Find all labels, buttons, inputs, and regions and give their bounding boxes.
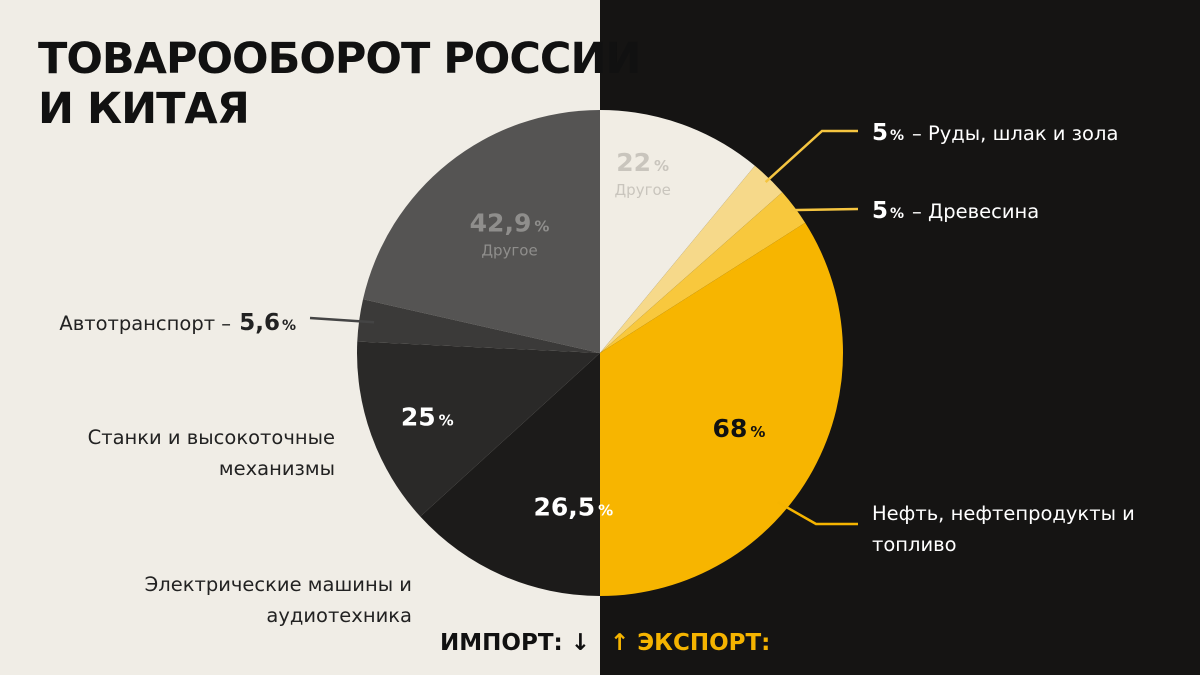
svg-text:Электрические машины и: Электрические машины и	[145, 573, 412, 596]
import-percent-sign-2: %	[439, 411, 454, 429]
svg-text:Автотранспорт – 5,6%: Автотранспорт – 5,6%	[59, 310, 296, 336]
import-value-0: 42,9	[470, 209, 532, 238]
export-slice-caption-0: Другое	[614, 181, 670, 199]
svg-text:42,9%: 42,9%	[470, 209, 550, 238]
import-value-3: 26,5	[533, 492, 595, 521]
svg-text:механизмы: механизмы	[219, 457, 335, 480]
export-value-label-0: 22 % Другое	[614, 148, 670, 199]
import-slice-другое	[363, 110, 600, 353]
import-slice-автотранспорт	[357, 299, 600, 353]
export-label: ↑ ЭКСПОРТ:	[610, 630, 771, 656]
svg-text:26,5%: 26,5%	[533, 492, 613, 521]
svg-text:25%: 25%	[401, 402, 454, 431]
export-percent-sign-3: %	[750, 423, 765, 441]
export-slice-другое	[600, 110, 755, 353]
import-label: ИМПОРТ: ↓	[440, 630, 590, 656]
export-percent-sign-0: %	[654, 157, 669, 175]
svg-text:5%– Древесина: 5% – Древесина	[872, 198, 1039, 224]
export-value-0: 22	[616, 148, 651, 177]
title-line-2: И КИТАЯ	[38, 84, 250, 134]
import-value-label-3: 26,5%	[533, 492, 613, 521]
svg-text:Нефть, нефтепродукты и: Нефть, нефтепродукты и	[872, 502, 1135, 525]
svg-text:топливо: топливо	[872, 533, 957, 556]
export-leader-line-2	[790, 207, 859, 212]
import-value-label-0: 42,9 % Другое	[470, 209, 550, 260]
import-value-2: 25	[401, 402, 436, 431]
export-slice-руды-шлак-и-зола	[600, 165, 783, 353]
import-category-label-2: Станки и высокоточные механизмы	[88, 426, 335, 480]
svg-text:Станки и высокоточные: Станки и высокоточные	[88, 426, 335, 449]
import-slice-электрические-машины-и-аудиотехника	[420, 353, 600, 596]
import-slice-станки-и-высокоточные-механизмы	[357, 341, 600, 517]
export-value-label-3: 68%	[713, 414, 766, 443]
import-percent-sign-3: %	[598, 501, 613, 519]
export-slice-нефть-нефтепродукты-и-топливо	[600, 222, 844, 597]
import-category-label-3: Электрические машины и аудиотехника	[145, 573, 412, 627]
import-slice-caption-0: Другое	[481, 242, 537, 260]
import-percent-sign-0: %	[534, 218, 549, 236]
svg-text:22%: 22%	[616, 148, 669, 177]
export-category-label-2: 5% – Древесина	[872, 198, 1039, 224]
import-leader-line-1	[309, 316, 375, 324]
import-value-label-2: 25%	[401, 402, 454, 431]
title-line-1: ТОВАРООБОРОТ РОССИИ	[38, 34, 641, 84]
svg-text:68%: 68%	[713, 414, 766, 443]
import-category-label-1: Автотранспорт – 5,6%	[59, 310, 296, 336]
export-leader-line-3	[777, 501, 858, 526]
export-slice-древесина	[600, 192, 806, 353]
export-category-label-1: 5% – Руды, шлак и зола	[872, 120, 1118, 146]
svg-text:5%– Руды, шлак и зола: 5% – Руды, шлак и зола	[872, 120, 1118, 146]
svg-text:аудиотехника: аудиотехника	[266, 604, 412, 627]
export-leader-line-1	[764, 129, 858, 184]
export-category-label-3: Нефть, нефтепродукты и топливо	[872, 502, 1135, 556]
page-title: ТОВАРООБОРОТ РОССИИ И КИТАЯ	[38, 34, 641, 134]
export-value-3: 68	[713, 414, 748, 443]
